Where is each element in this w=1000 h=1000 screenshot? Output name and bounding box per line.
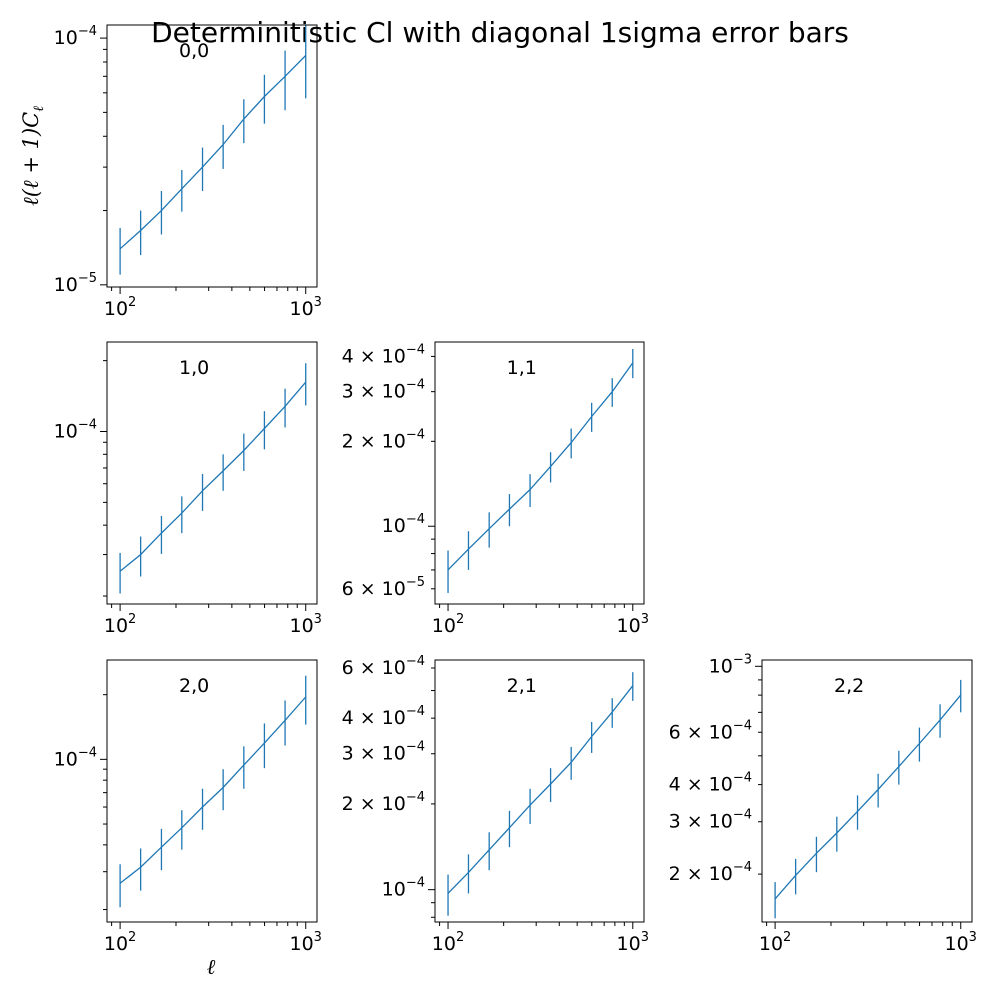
- panel-label: 1,1: [507, 357, 537, 379]
- axes-frame: [106, 659, 318, 923]
- x-tick-label: 103: [617, 930, 649, 955]
- y-tick-label: 4 × 10−4: [342, 704, 425, 729]
- y-tick-label: 3 × 10−4: [669, 808, 752, 833]
- panel-label: 2,2: [834, 675, 864, 697]
- x-tick-label: 103: [944, 930, 976, 955]
- y-tick-label: 2 × 10−4: [342, 790, 425, 815]
- y-tick-label: 2 × 10−4: [342, 427, 425, 452]
- panel-label: 2,1: [507, 675, 537, 697]
- y-tick-label: 10−4: [54, 745, 97, 770]
- y-tick-label: 4 × 10−4: [342, 342, 425, 367]
- y-tick-label: 6 × 10−4: [342, 654, 425, 679]
- series-line: [774, 694, 962, 900]
- x-tick-label: 102: [432, 612, 464, 637]
- figure-title: Determinitistic Cl with diagonal 1sigma …: [151, 16, 849, 49]
- series-line: [119, 696, 307, 884]
- x-tick-label: 103: [289, 295, 321, 320]
- series-line: [447, 362, 634, 571]
- y-tick-label: 10−4: [54, 417, 97, 442]
- series-line: [447, 685, 634, 894]
- series-line: [119, 381, 307, 572]
- panel-label: 1,0: [179, 357, 209, 379]
- panel-2-2: 102 103 2 × 10−4 3 × 10−4 4 × 10−4 6 × 10−4 10…: [669, 652, 977, 955]
- axes-frame: [434, 659, 645, 923]
- panel-label: 2,0: [179, 675, 209, 697]
- x-axis-label: ℓ: [207, 955, 216, 979]
- y-tick-label: 6 × 10−5: [342, 575, 425, 600]
- x-tick-label: 102: [104, 612, 136, 637]
- axes-frame: [106, 341, 318, 605]
- y-tick-label: 3 × 10−4: [342, 740, 425, 765]
- y-tick-label: 6 × 10−4: [669, 718, 752, 743]
- series-line: [119, 55, 307, 250]
- y-tick-label: 3 × 10−4: [342, 378, 425, 403]
- x-tick-label: 103: [289, 612, 321, 637]
- y-tick-label: 10−4: [54, 24, 97, 49]
- y-tick-label: 4 × 10−4: [669, 771, 752, 796]
- axes-frame: [434, 341, 645, 605]
- x-tick-label: 102: [104, 295, 136, 320]
- y-tick-label: 2 × 10−4: [669, 860, 752, 885]
- y-tick-label: 10−3: [709, 652, 752, 677]
- panel-1-0: 102 103 10−4 1,0: [54, 341, 322, 637]
- axes-frame: [761, 659, 973, 923]
- x-tick-label: 102: [759, 930, 791, 955]
- panel-label: 0,0: [179, 40, 209, 62]
- x-tick-label: 102: [432, 930, 464, 955]
- panel-2-0: 102 103 10−4 2,0: [54, 659, 322, 955]
- x-tick-label: 102: [104, 930, 136, 955]
- axes-frame: [106, 24, 318, 288]
- panel-1-1: 102 103 6 × 10−5 10−4 2 × 10−4 3 × 10−4 4 × 10…: [342, 341, 649, 637]
- y-tick-label: 10−4: [382, 876, 425, 901]
- x-tick-label: 103: [617, 612, 649, 637]
- x-tick-label: 103: [289, 930, 321, 955]
- y-axis-label: ℓ(ℓ + 1)Cℓ: [19, 106, 47, 206]
- y-tick-label: 10−5: [54, 271, 97, 296]
- panel-2-1: 102 103 10−4 2 × 10−4 3 × 10−4 4 × 10−4 6 × 10…: [342, 654, 649, 955]
- y-tick-label: 10−4: [382, 512, 425, 537]
- panel-0-0: 102 103 10−5 10−4 0,0: [54, 24, 322, 320]
